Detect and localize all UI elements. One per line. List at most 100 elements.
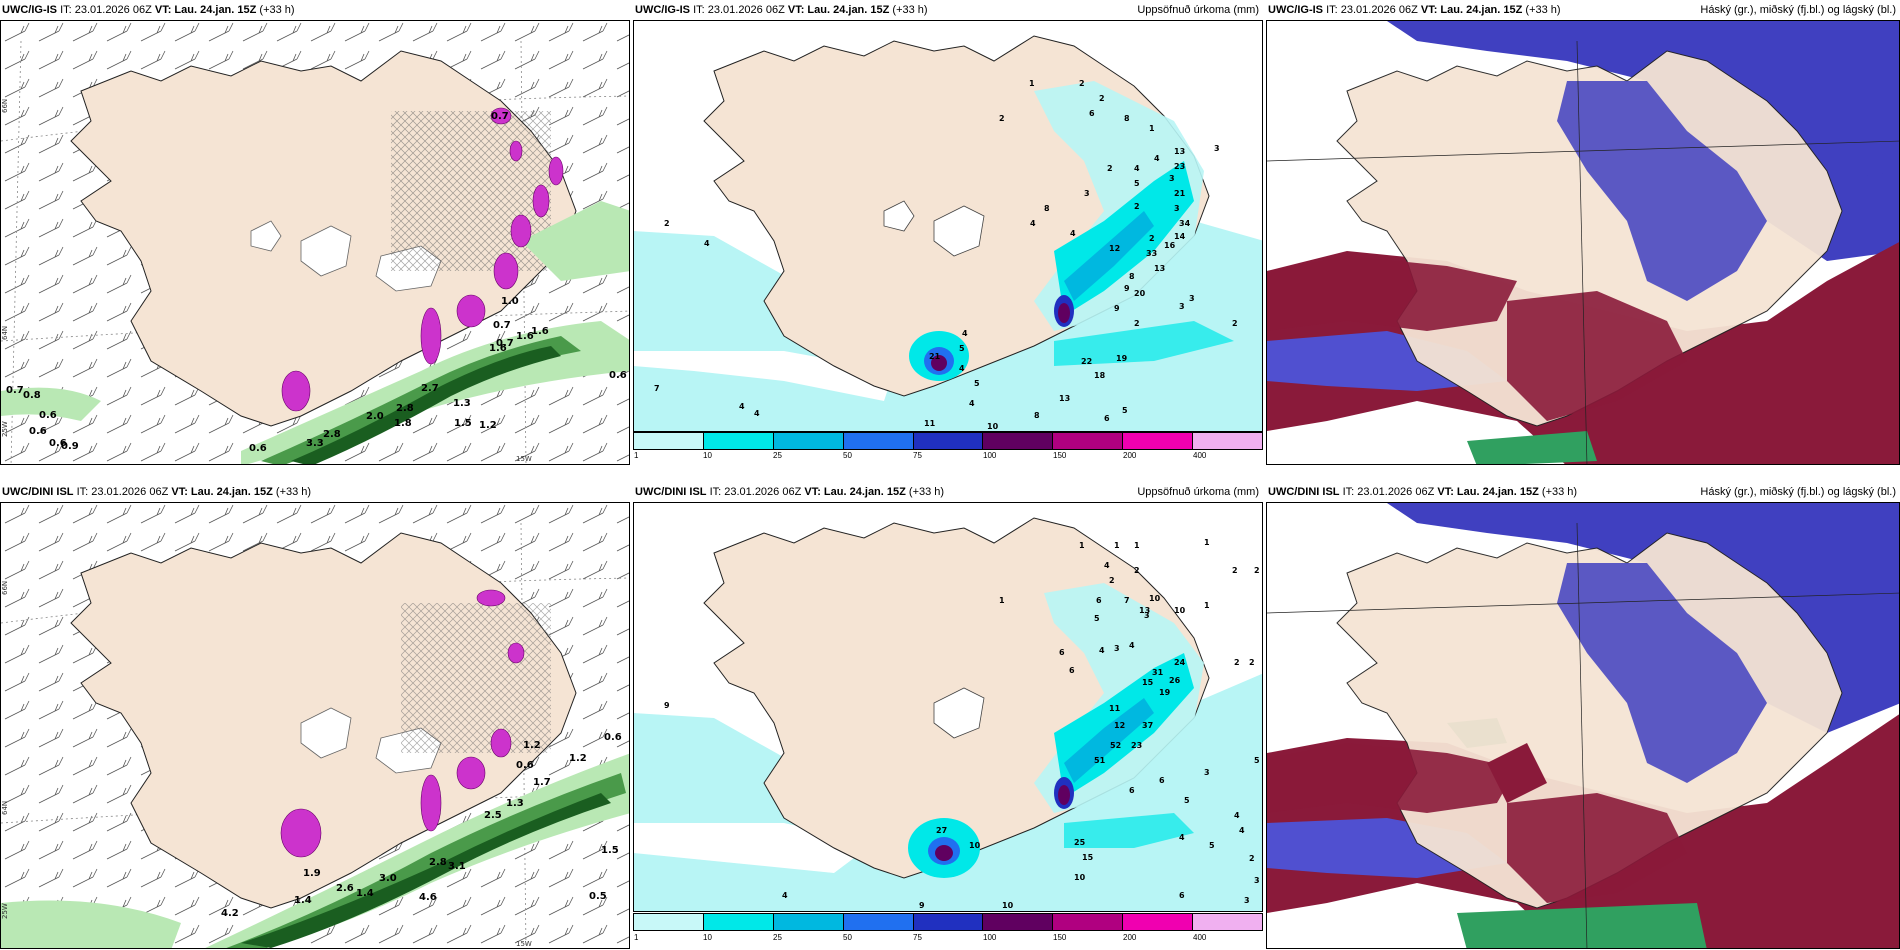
precip-label: 2 [1249,854,1255,863]
precip-label: 13 [1154,264,1165,273]
colorbar-swatch [983,433,1054,449]
colorbar-tick: 100 [983,933,997,942]
precip-label: 21 [1174,189,1186,198]
precip-label: 19 [1159,688,1171,697]
precip-label: 9 [1124,284,1130,293]
wind-map: 1.2 0.6 0.6 1.2 1.7 2.5 1.3 2.8 3.1 3.0 … [1,503,629,948]
colorbar-swatch [983,914,1054,930]
lead-time: (+33 h) [259,4,295,16]
map-frame[interactable] [1266,502,1900,949]
precip-label: 8 [1034,411,1040,420]
panel-title: UWC/IG-IS IT: 23.01.2026 06Z VT: Lau. 24… [633,0,1263,20]
wind-label: 1.6 [531,326,549,337]
wind-map: 0.7 0.7 1.0 0.7 1.6 1.6 1.6 0.6 2.7 1.3 … [1,21,629,464]
precip-label: 34 [1179,219,1191,228]
precip-label: 2 [1254,566,1260,575]
colorbar-tick: 400 [1193,451,1207,460]
wind-label: 0.7 [6,385,24,396]
precip-label: 2 [1134,202,1140,211]
lat-label: 64N [1,326,9,340]
precip-label: 6 [1059,648,1065,657]
precip-label: 3 [1169,174,1175,183]
colorbar-tick: 150 [1053,933,1067,942]
green-wind-bands [1,753,629,948]
colorbar-swatch [913,433,984,449]
colorbar-swatch [1123,914,1194,930]
panel-precip-ig: UWC/IG-IS IT: 23.01.2026 06Z VT: Lau. 24… [633,0,1263,465]
wind-label: 0.8 [23,390,41,401]
lon-label: 25W [1,421,9,437]
valid-label: VT: [787,4,805,16]
precip-label: 1 [1114,541,1120,550]
colorbar-ticks: 1 10 25 50 75 100 150 200 400 [633,933,1263,945]
precip-label: 2 [1249,658,1255,667]
valid-time: Lau. 24.jan. 15Z [190,486,273,498]
colorbar-swatch [1053,914,1124,930]
precip-label: 5 [1122,406,1128,415]
map-frame[interactable] [1266,20,1900,465]
precip-label: 12 [1114,721,1125,730]
map-frame[interactable]: 2 1 2 2 6 8 1 3 4 4 3 5 2 2 3 3 13 21 23… [633,20,1263,432]
precip-label: 8 [1129,272,1135,281]
precip-label: 3 [1254,876,1260,885]
wind-label: 0.6 [29,426,47,437]
precip-label: 52 [1110,741,1121,750]
green-wind-bands [1,201,629,464]
precip-label: 10 [1002,901,1014,910]
map-frame[interactable]: 1 1 1 1 2 2 4 2 2 1 6 7 1 5 3 6 6 4 3 4 [633,502,1263,912]
wind-label: 1.9 [303,868,321,879]
colorbar-swatch [634,433,704,449]
panel-clouds-dini: UWC/DINI ISL IT: 23.01.2026 06Z VT: Lau.… [1266,482,1900,950]
colorbar-tick: 100 [983,451,997,460]
colorbar-tick: 75 [913,933,922,942]
precip-label: 13 [1139,606,1150,615]
panel-title: UWC/DINI ISL IT: 23.01.2026 06Z VT: Lau.… [0,482,630,502]
precip-label: 33 [1146,249,1157,258]
wind-label: 4.6 [419,892,437,903]
panel-wind-ig: UWC/IG-IS IT: 23.01.2026 06Z VT: Lau. 24… [0,0,630,465]
panel-title: UWC/IG-IS IT: 23.01.2026 06Z VT: Lau. 24… [0,0,630,20]
valid-label: VT: [154,4,172,16]
precip-label: 37 [1142,721,1153,730]
precip-label: 6 [1129,786,1135,795]
map-frame[interactable]: 1.2 0.6 0.6 1.2 1.7 2.5 1.3 2.8 3.1 3.0 … [0,502,630,949]
panel-title: UWC/DINI ISL IT: 23.01.2026 06Z VT: Lau.… [1266,482,1900,502]
wind-label: 1.3 [453,398,471,409]
model-name: UWC/DINI ISL [2,486,74,498]
wind-label: 1.5 [454,418,472,429]
precip-label: 11 [924,419,936,428]
wind-label: 0.6 [604,732,622,743]
wind-label: 3.1 [448,861,466,872]
precip-label: 4 [1154,154,1160,163]
field-name: Háský (gr.), miðský (fj.bl.) og lágský (… [1700,4,1896,16]
cloud-map [1267,21,1899,464]
precip-label: 27 [936,826,947,835]
colorbar-tick: 25 [773,933,782,942]
precip-label: 4 [1104,561,1110,570]
lead-time: (+33 h) [1525,4,1561,16]
precip-label: 2 [1134,566,1140,575]
wind-label: 2.5 [484,810,502,821]
colorbar-tick: 1 [634,933,639,942]
lead-time: (+33 h) [275,486,312,498]
precip-label: 7 [654,384,660,393]
precip-label: 12 [1109,244,1120,253]
colorbar-ticks: 1 10 25 50 75 100 150 200 400 [633,451,1263,463]
init-time: IT: 23.01.2026 06Z [693,4,785,16]
colorbar-tick: 200 [1123,451,1137,460]
precip-label: 2 [1134,319,1140,328]
precip-label: 21 [929,352,941,361]
model-name: UWC/IG-IS [1268,4,1323,16]
precip-label: 15 [1142,678,1154,687]
precip-label: 3 [1214,144,1220,153]
lead-time: (+33 h) [892,4,928,16]
map-frame[interactable]: 0.7 0.7 1.0 0.7 1.6 1.6 1.6 0.6 2.7 1.3 … [0,20,630,465]
init-time: IT: 23.01.2026 06Z [709,486,802,498]
lon-label: 15W [516,940,532,948]
precip-label: 8 [1124,114,1130,123]
field-name: Háský (gr.), miðský (fj.bl.) og lágský (… [1700,486,1896,498]
colorbar-swatch [1053,433,1124,449]
wind-label: 1.7 [533,777,551,788]
precip-label: 19 [1116,354,1128,363]
wind-label: 0.6 [49,438,67,449]
